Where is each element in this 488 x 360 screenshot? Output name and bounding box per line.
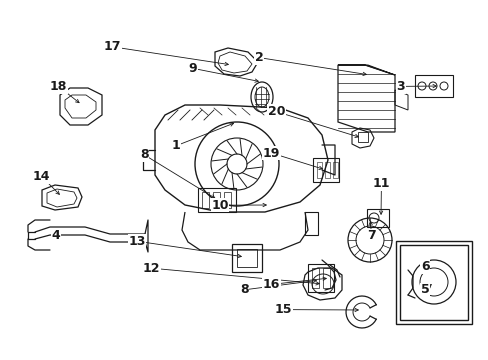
Bar — [395, 241, 471, 324]
Text: 19: 19 — [262, 147, 280, 159]
Text: 10: 10 — [211, 199, 228, 212]
Text: 1: 1 — [171, 139, 180, 152]
Text: 16: 16 — [262, 278, 280, 291]
Text: 6: 6 — [420, 260, 429, 273]
Bar — [198, 188, 236, 212]
Bar — [213, 192, 220, 208]
Text: 13: 13 — [128, 235, 145, 248]
Bar — [399, 245, 467, 320]
Text: 9: 9 — [188, 62, 197, 75]
Text: 20: 20 — [267, 105, 285, 118]
Text: 11: 11 — [372, 177, 389, 190]
Text: 12: 12 — [142, 262, 160, 275]
Bar — [325, 162, 329, 178]
Text: 17: 17 — [103, 40, 121, 53]
Text: 14: 14 — [33, 170, 50, 183]
Text: 7: 7 — [366, 229, 375, 242]
Bar — [323, 268, 329, 288]
Text: 5: 5 — [420, 283, 429, 296]
Bar — [202, 192, 208, 208]
Bar — [224, 192, 230, 208]
Text: 8: 8 — [140, 148, 148, 161]
Bar — [414, 75, 452, 97]
Text: 4: 4 — [52, 229, 61, 242]
Bar — [312, 158, 338, 182]
Text: 2: 2 — [254, 51, 263, 64]
Text: 15: 15 — [274, 303, 292, 316]
Text: 3: 3 — [396, 80, 405, 93]
Bar — [311, 268, 318, 288]
Text: 18: 18 — [50, 80, 67, 93]
Bar — [316, 162, 321, 178]
Bar — [237, 249, 257, 267]
Bar — [307, 264, 333, 292]
Text: 8: 8 — [240, 283, 248, 296]
Bar — [332, 162, 337, 178]
Bar — [231, 244, 262, 272]
Bar — [357, 132, 367, 142]
Bar — [366, 209, 388, 227]
